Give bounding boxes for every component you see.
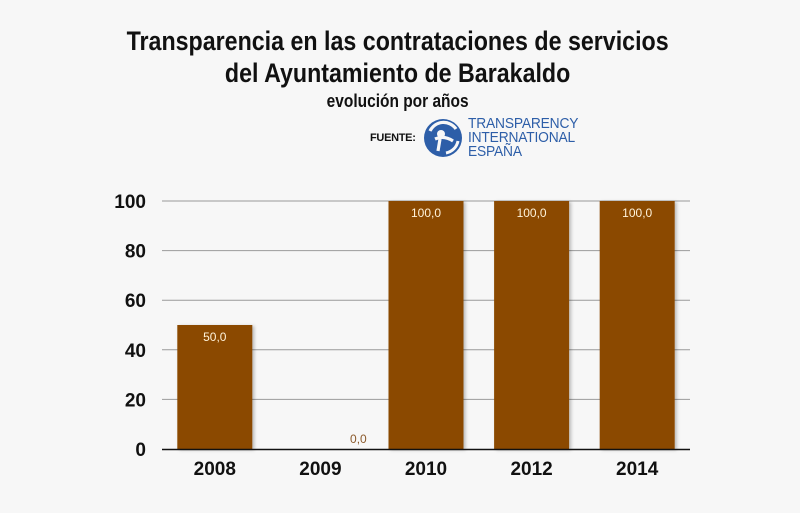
y-tick-label: 100 (114, 192, 146, 213)
transparency-international-logo-icon (423, 119, 462, 157)
chart-subtitle: evolución por años (326, 91, 469, 111)
y-tick-label: 80 (125, 242, 146, 263)
bar-2012 (494, 201, 570, 449)
y-tick-label: 0 (135, 440, 146, 461)
x-tick-label: 2014 (616, 459, 659, 480)
bars (177, 201, 675, 449)
x-tick-label: 2009 (299, 459, 341, 480)
bar-2008 (177, 325, 253, 449)
x-tick-label: 2008 (194, 459, 236, 480)
value-label-2014: 100,0 (622, 206, 652, 220)
x-tick-label: 2010 (405, 459, 447, 480)
labels: 0 20 40 60 80 100 50,0 2008 0,0 2009 100,0 2010 100,… (114, 192, 658, 480)
y-tick-label: 20 (125, 390, 146, 411)
source-org-line-1: TRANSPARENCY (467, 115, 578, 132)
source-label: FUENTE: (370, 132, 416, 144)
value-label-2008: 50,0 (203, 330, 227, 344)
source-organization-name: TRANSPARENCY INTERNATIONAL ESPAÑA (467, 115, 578, 160)
bar-2010 (388, 201, 464, 449)
chart-title-line-1: Transparencia en las contrataciones de s… (126, 26, 669, 56)
y-tick-label: 40 (125, 341, 146, 362)
source-attribution: FUENTE: TRANSPARENCY INTERNATIONAL ESPAÑ… (370, 113, 587, 163)
value-label-2012: 100,0 (517, 206, 547, 220)
value-label-2009: 0,0 (350, 432, 367, 446)
chart-title-line-2: del Ayuntamiento de Barakaldo (224, 58, 571, 88)
y-tick-label: 60 (125, 291, 146, 312)
bar-2014 (599, 201, 675, 449)
source-org-line-2: INTERNATIONAL (467, 129, 575, 146)
source-org-line-3: ESPAÑA (467, 143, 522, 160)
value-label-2010: 100,0 (411, 206, 441, 220)
x-tick-label: 2012 (510, 459, 552, 480)
